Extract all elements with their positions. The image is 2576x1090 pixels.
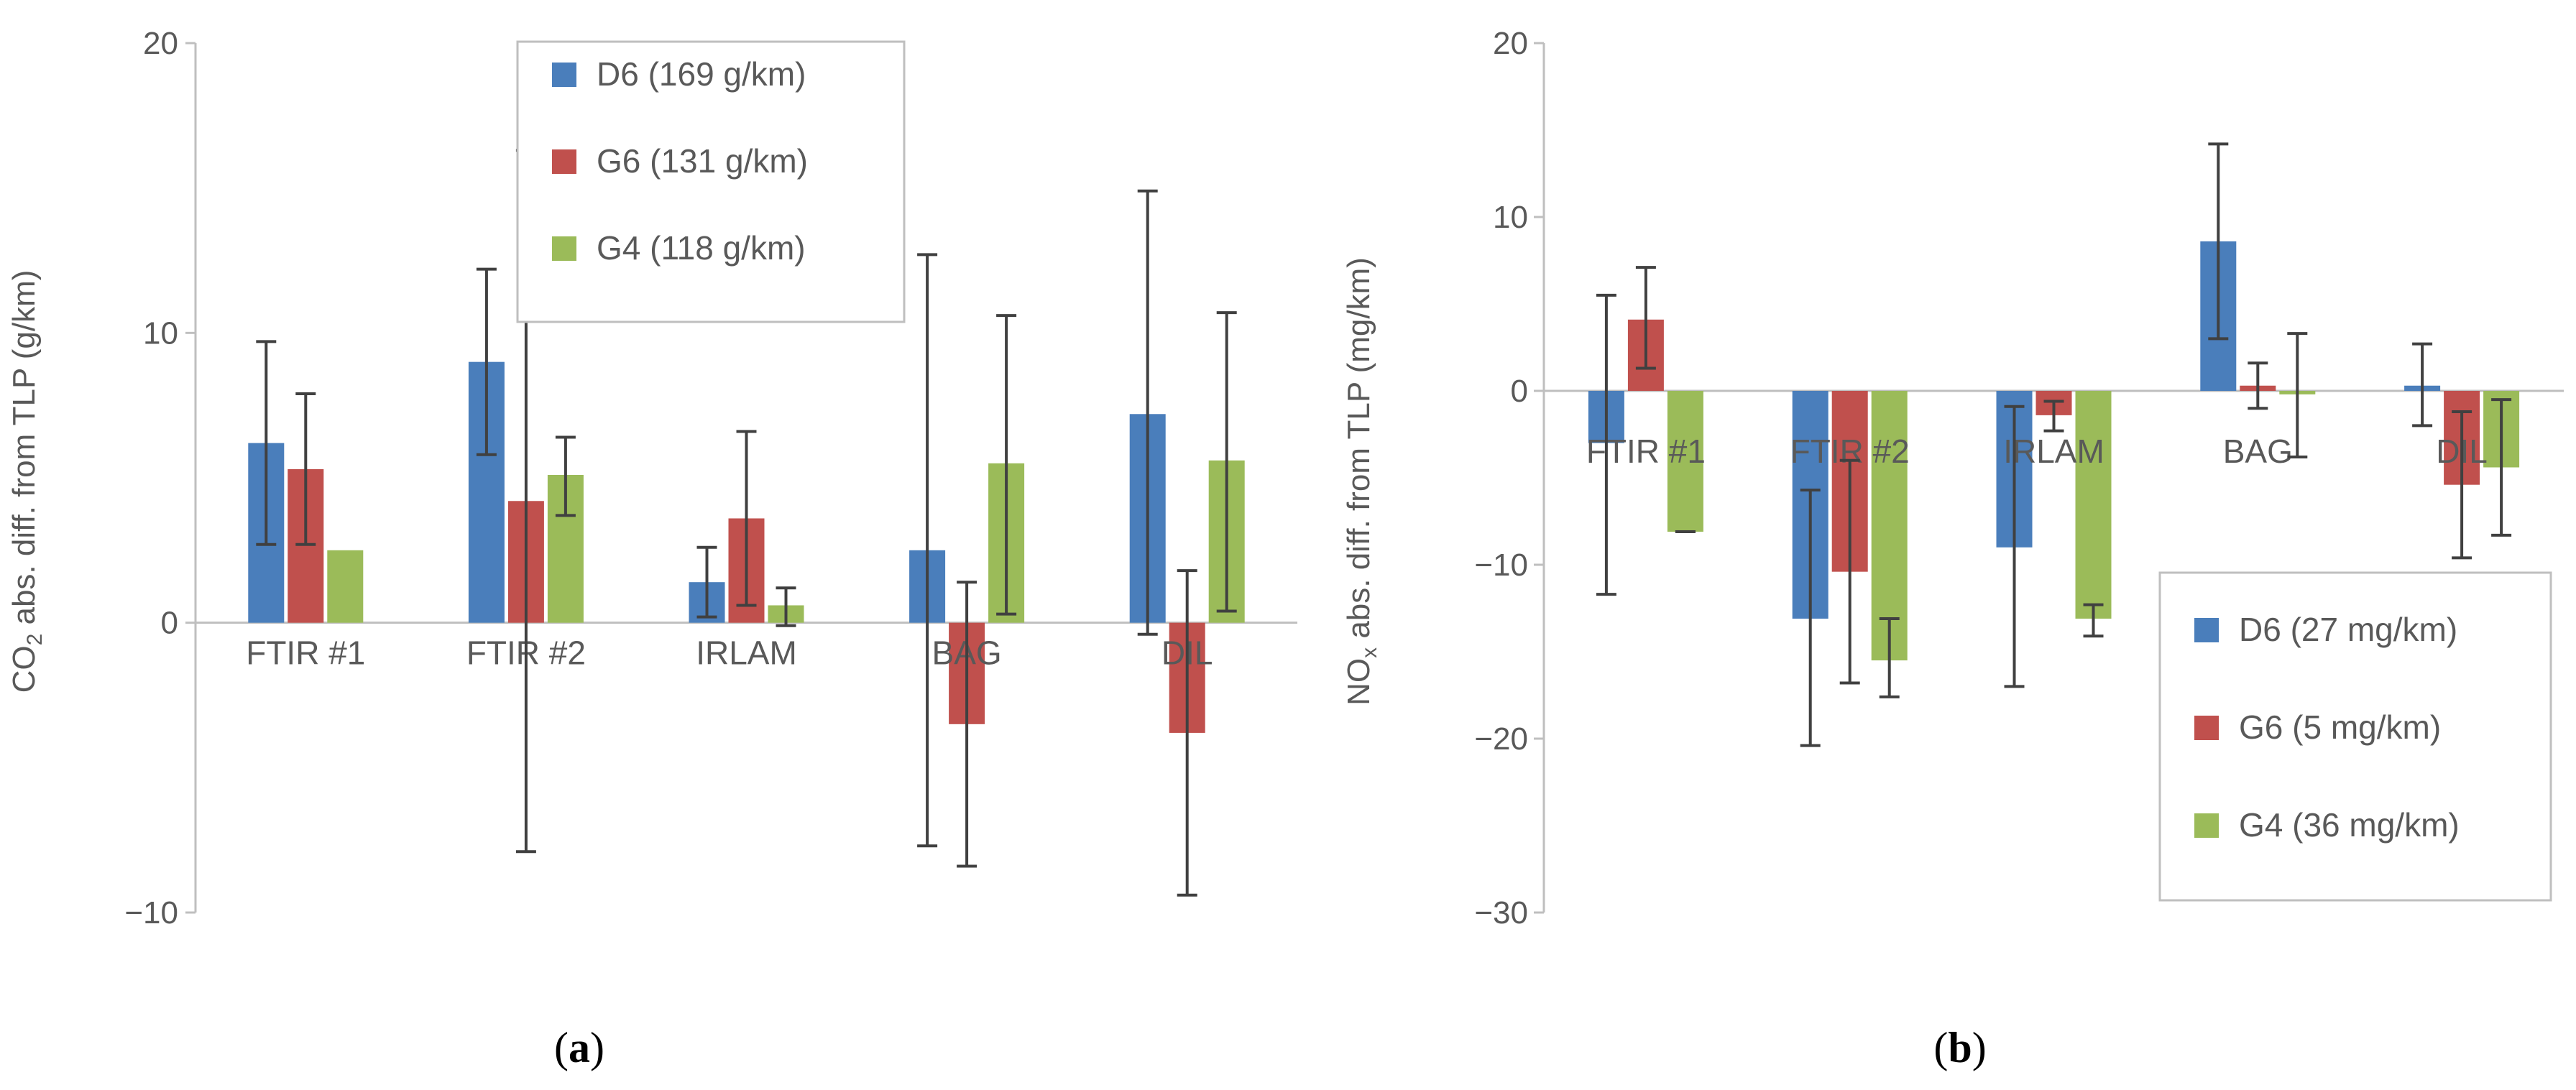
- bar-g4: [2075, 391, 2112, 619]
- category-label: FTIR #1: [246, 634, 365, 672]
- error-bar: [1177, 569, 1197, 897]
- y-tick-label: 10: [143, 315, 178, 351]
- y-tick-label: 20: [143, 26, 178, 61]
- error-bar: [776, 586, 796, 627]
- category-label: IRLAM: [696, 634, 797, 672]
- error-bar: [1635, 266, 1656, 370]
- legend-label: G6 (131 g/km): [597, 142, 808, 180]
- y-axis-label: NOx abs. diff. from TLP (mg/km): [1341, 257, 1381, 706]
- error-bar: [1216, 311, 1237, 613]
- legend-label: G4 (118 g/km): [597, 229, 806, 267]
- legend-swatch-g6: [2194, 716, 2219, 740]
- panel-label: (b): [1933, 1024, 1986, 1071]
- bar-g4: [1871, 391, 1908, 661]
- error-bar: [2004, 405, 2025, 688]
- error-bar: [2248, 361, 2268, 410]
- y-tick-label: −10: [1474, 548, 1528, 583]
- bar-g4: [1667, 391, 1703, 532]
- error-bar: [256, 340, 277, 546]
- legend-swatch-g4: [2194, 813, 2219, 838]
- legend-swatch-g6: [552, 149, 576, 174]
- error-bar: [2287, 332, 2308, 458]
- category-label: IRLAM: [2003, 433, 2104, 470]
- error-bar: [917, 253, 938, 848]
- error-bar: [2491, 398, 2512, 537]
- y-tick-label: 10: [1493, 200, 1528, 235]
- legend-label: G4 (36 mg/km): [2239, 806, 2460, 844]
- error-bar: [2083, 603, 2104, 638]
- bar-g4: [327, 550, 364, 623]
- category-label: BAG: [2223, 433, 2293, 470]
- error-bar: [2412, 342, 2433, 428]
- y-tick-label: 0: [161, 606, 178, 641]
- legend-swatch-d6: [552, 63, 576, 87]
- category-label: FTIR #1: [1586, 433, 1706, 470]
- chart-nox: NOx abs. diff. from TLP (mg/km) (b) −30 −…: [1341, 26, 2564, 1071]
- chart-co2: CO2 abs. diff. from TLP (g/km) (a) −10 0 1…: [6, 26, 1297, 1071]
- error-bar: [1137, 189, 1158, 636]
- error-bar: [996, 314, 1017, 616]
- error-bar: [2452, 410, 2472, 560]
- y-axis-label: CO2 abs. diff. from TLP (g/km): [6, 270, 47, 693]
- error-bar: [555, 435, 576, 517]
- error-bar: [476, 267, 497, 456]
- legend-swatch-d6: [2194, 618, 2219, 642]
- panel-label: (a): [554, 1024, 604, 1071]
- error-bar: [295, 392, 316, 546]
- error-bar: [1839, 458, 1860, 685]
- error-bar: [957, 581, 978, 868]
- y-tick-label: −30: [1474, 895, 1528, 930]
- y-tick-label: −20: [1474, 721, 1528, 757]
- legend-box: [2158, 571, 2552, 902]
- y-tick-label: 0: [1511, 374, 1528, 409]
- error-bar: [2208, 142, 2229, 341]
- error-bar: [696, 545, 717, 619]
- y-tick-label: 20: [1493, 26, 1528, 61]
- error-bar: [1800, 488, 1821, 747]
- legend: D6 (169 g/km) G6 (131 g/km) G4 (118 g/km): [516, 40, 906, 323]
- legend-label: G6 (5 mg/km): [2239, 708, 2441, 746]
- legend-label: D6 (169 g/km): [597, 55, 806, 93]
- error-bar: [736, 430, 757, 607]
- y-tick-label: −10: [124, 895, 178, 930]
- legend-swatch-g4: [552, 236, 576, 261]
- error-bar: [1879, 617, 1900, 698]
- legend: D6 (27 mg/km) G6 (5 mg/km) G4 (36 mg/km): [2158, 571, 2552, 902]
- error-bar: [2043, 399, 2064, 433]
- legend-box: [516, 40, 906, 323]
- legend-label: D6 (27 mg/km): [2239, 611, 2457, 648]
- error-bar: [1596, 293, 1616, 596]
